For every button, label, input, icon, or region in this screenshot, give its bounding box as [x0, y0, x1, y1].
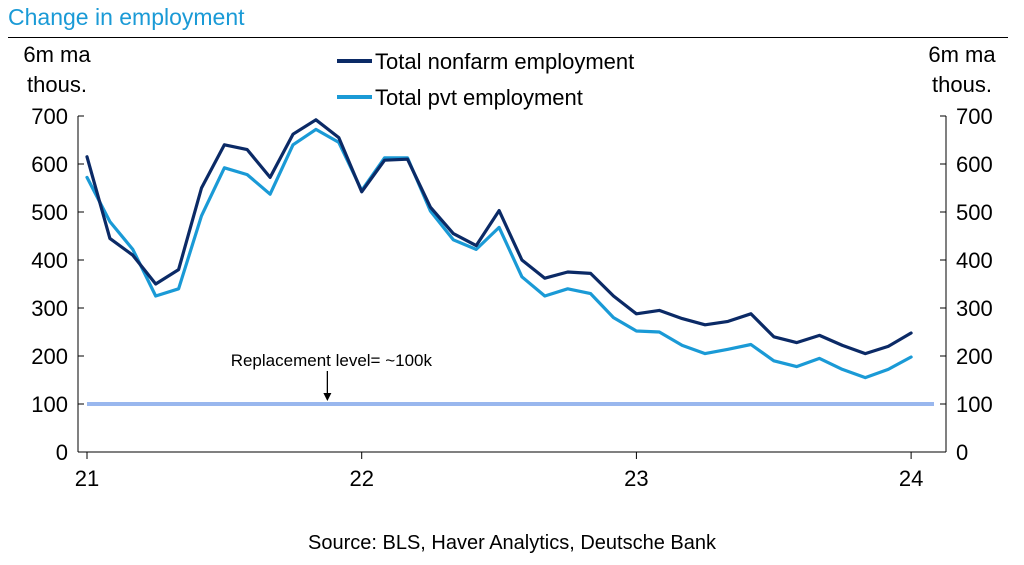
right-axis-unit-label: 6m ma thous.: [912, 40, 1012, 100]
y-tick-label-right: 500: [956, 200, 993, 225]
chart-title: Change in employment: [8, 4, 245, 30]
y-tick-label-right: 0: [956, 440, 968, 465]
series-line-total-nonfarm: [85, 118, 913, 356]
x-tick-label: 21: [75, 466, 99, 491]
annotation-arrow-head: [323, 393, 332, 401]
right-axis-unit-line-2: thous.: [932, 72, 992, 97]
legend-label-total-nonfarm: Total nonfarm employment: [375, 49, 634, 74]
y-tick-label-left: 100: [31, 392, 68, 417]
y-tick-label-left: 400: [31, 248, 68, 273]
title-rule: [8, 37, 1008, 38]
y-tick-label-left: 0: [56, 440, 68, 465]
replacement-level-annotation: Replacement level= ~100k: [231, 351, 433, 370]
y-tick-label-left: 300: [31, 296, 68, 321]
y-tick-label-right: 100: [956, 392, 993, 417]
left-axis-unit-line-2: thous.: [27, 72, 87, 97]
y-tick-label-right: 300: [956, 296, 993, 321]
source-note: Source: BLS, Haver Analytics, Deutsche B…: [308, 532, 716, 554]
y-tick-label-left: 500: [31, 200, 68, 225]
x-tick-label: 24: [899, 466, 923, 491]
x-tick-label: 22: [349, 466, 373, 491]
left-axis-unit-label: 6m ma thous.: [12, 40, 102, 100]
right-axis-unit-line-1: 6m ma: [928, 42, 996, 67]
y-tick-label-right: 400: [956, 248, 993, 273]
x-tick-label: 23: [624, 466, 648, 491]
y-tick-label-left: 700: [31, 104, 68, 129]
y-tick-label-right: 700: [956, 104, 993, 129]
y-tick-label-right: 600: [956, 152, 993, 177]
y-tick-label-right: 200: [956, 344, 993, 369]
legend-label-total-pvt: Total pvt employment: [375, 85, 583, 110]
y-tick-label-left: 200: [31, 344, 68, 369]
series-line-total-pvt: [85, 127, 913, 380]
left-axis-unit-line-1: 6m ma: [23, 42, 91, 67]
y-tick-label-left: 600: [31, 152, 68, 177]
